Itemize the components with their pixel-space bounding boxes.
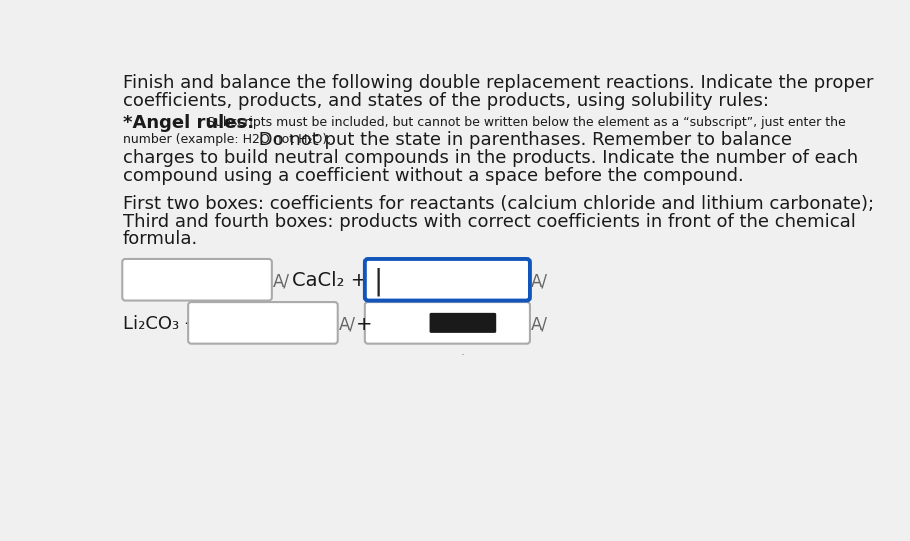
Text: *Angel rules:: *Angel rules: xyxy=(123,114,260,132)
Text: Third and fourth boxes: products with correct coefficients in front of the chemi: Third and fourth boxes: products with co… xyxy=(123,213,856,231)
Text: |: | xyxy=(373,267,382,296)
Text: +: + xyxy=(357,315,373,334)
Text: formula.: formula. xyxy=(123,230,198,248)
Text: A/: A/ xyxy=(339,316,356,334)
Text: Do not put the state in parenthases. Remember to balance: Do not put the state in parenthases. Rem… xyxy=(253,131,793,149)
Text: .: . xyxy=(460,345,465,358)
Text: A/: A/ xyxy=(531,273,548,291)
Text: Subscripts must be included, but cannot be written below the element as a “subsc: Subscripts must be included, but cannot … xyxy=(207,116,845,129)
FancyBboxPatch shape xyxy=(365,302,530,344)
FancyBboxPatch shape xyxy=(365,259,530,301)
Text: coefficients, products, and states of the products, using solubility rules:: coefficients, products, and states of th… xyxy=(123,92,769,110)
Text: compound using a coefficient without a space before the compound.: compound using a coefficient without a s… xyxy=(123,167,743,184)
FancyBboxPatch shape xyxy=(430,313,496,333)
Text: charges to build neutral compounds in the products. Indicate the number of each: charges to build neutral compounds in th… xyxy=(123,149,858,167)
Text: A/: A/ xyxy=(531,316,548,334)
Text: Finish and balance the following double replacement reactions. Indicate the prop: Finish and balance the following double … xyxy=(123,74,874,92)
Text: number (example: H2O not H₂O).: number (example: H2O not H₂O). xyxy=(123,133,331,146)
Text: CaCl₂ +: CaCl₂ + xyxy=(292,271,368,291)
Text: First two boxes: coefficients for reactants (calcium chloride and lithium carbon: First two boxes: coefficients for reacta… xyxy=(123,195,875,213)
FancyBboxPatch shape xyxy=(188,302,338,344)
Text: Li₂CO₃ →: Li₂CO₃ → xyxy=(123,315,200,333)
FancyBboxPatch shape xyxy=(122,259,272,301)
Text: Answer 2: Answer 2 xyxy=(430,316,495,330)
Text: A/: A/ xyxy=(273,273,289,291)
